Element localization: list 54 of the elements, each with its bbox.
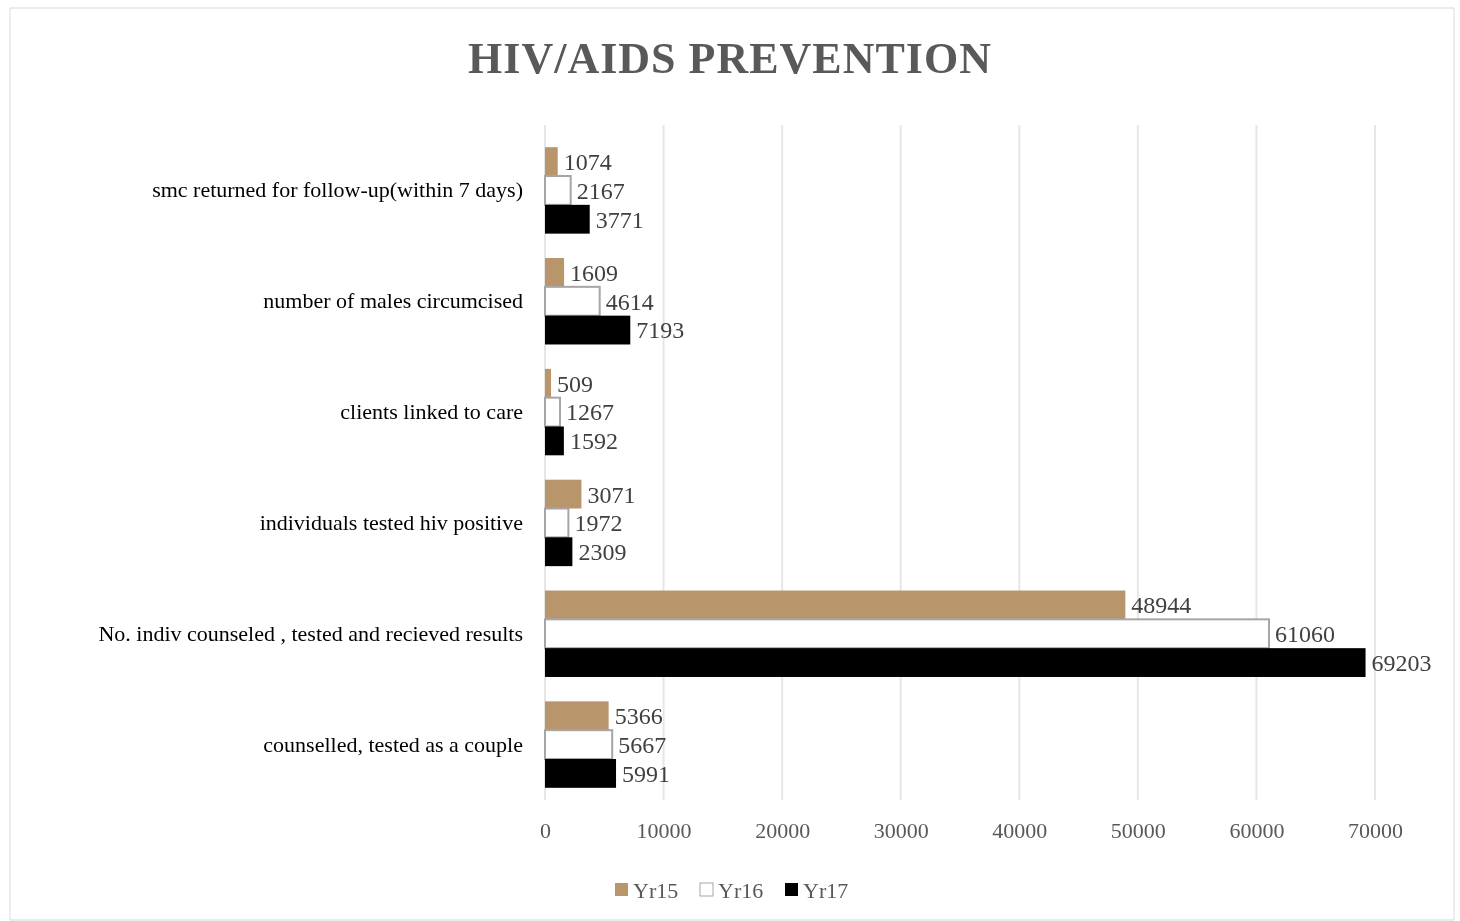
legend-label: Yr16 bbox=[718, 877, 764, 903]
data-label: 1972 bbox=[574, 510, 623, 537]
data-label: 2167 bbox=[576, 177, 625, 204]
bar bbox=[545, 426, 564, 456]
x-tick-label: 50000 bbox=[1110, 817, 1166, 843]
data-label: 3771 bbox=[595, 206, 644, 233]
data-label: 48944 bbox=[1131, 592, 1192, 619]
x-tick-label: 0 bbox=[540, 817, 551, 843]
y-tick-label: smc returned for follow-up(within 7 days) bbox=[152, 177, 523, 203]
bar bbox=[545, 758, 617, 788]
x-tick-label: 10000 bbox=[636, 817, 692, 843]
legend-label: Yr17 bbox=[803, 877, 849, 903]
data-label: 61060 bbox=[1275, 621, 1335, 648]
y-tick-label: clients linked to care bbox=[340, 399, 523, 425]
y-tick-label: individuals tested hiv positive bbox=[259, 509, 523, 535]
x-tick-label: 30000 bbox=[873, 817, 929, 843]
x-tick-label: 40000 bbox=[992, 817, 1048, 843]
bar bbox=[544, 285, 601, 317]
bar bbox=[545, 315, 631, 345]
x-tick-label: 70000 bbox=[1348, 817, 1403, 843]
bar bbox=[545, 701, 609, 731]
bar bbox=[544, 507, 570, 539]
bar bbox=[545, 147, 558, 177]
bar bbox=[544, 729, 614, 760]
data-label: 7193 bbox=[636, 317, 685, 344]
bar bbox=[545, 648, 1366, 677]
x-tick-label: 20000 bbox=[755, 817, 811, 843]
bar bbox=[545, 204, 590, 234]
data-label: 3071 bbox=[587, 481, 636, 508]
bar bbox=[544, 175, 572, 206]
bar bbox=[544, 396, 562, 428]
data-label: 69203 bbox=[1371, 649, 1432, 676]
bar bbox=[545, 258, 565, 287]
x-tick-label: 60000 bbox=[1229, 817, 1285, 843]
bar bbox=[545, 479, 582, 509]
data-label: 2309 bbox=[578, 539, 627, 566]
data-label: 4614 bbox=[605, 288, 654, 315]
data-label: 1267 bbox=[566, 399, 615, 426]
data-label: 5991 bbox=[622, 760, 671, 787]
data-label: 5667 bbox=[618, 731, 667, 758]
y-tick-label: number of males circumcised bbox=[263, 288, 523, 314]
y-tick-label: No. indiv counseled , tested and recieved results bbox=[98, 620, 523, 646]
data-label: 5366 bbox=[614, 703, 663, 730]
legend-label: Yr15 bbox=[633, 877, 679, 903]
data-label: 509 bbox=[557, 370, 594, 397]
chart-title: HIV/AIDS PREVENTION bbox=[468, 34, 992, 83]
data-label: 1609 bbox=[570, 259, 619, 286]
bar bbox=[545, 590, 1126, 620]
bar bbox=[545, 368, 552, 398]
data-label: 1074 bbox=[563, 149, 612, 175]
bar bbox=[545, 537, 573, 567]
bar bbox=[544, 618, 1270, 650]
y-tick-label: counselled, tested as a couple bbox=[263, 731, 523, 757]
data-label: 1592 bbox=[569, 428, 618, 455]
